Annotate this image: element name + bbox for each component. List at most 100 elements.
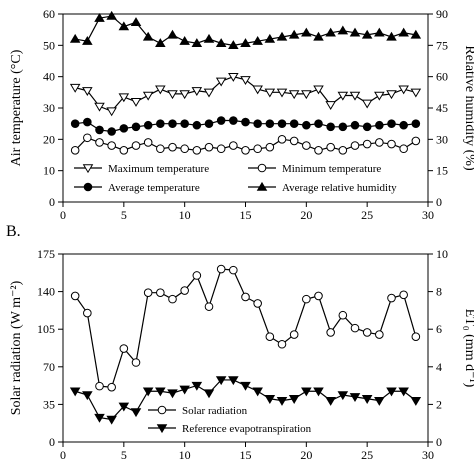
data-point-average-temperature [143, 120, 153, 130]
data-point-average-relative-humidity [94, 12, 105, 22]
data-point-maximum-temperature [252, 85, 263, 95]
data-point-solar-radiation [192, 271, 202, 280]
data-point-maximum-temperature [179, 90, 190, 100]
panel-b-ytick-label: 0 [49, 435, 55, 449]
panel-a-y2tick-label: 45 [436, 101, 448, 115]
data-point-solar-radiation [338, 310, 348, 320]
data-point-minimum-temperature [192, 146, 202, 155]
data-point-solar-radiation [277, 339, 287, 349]
panel-a-xtick-label: 30 [422, 208, 434, 222]
data-point-average-relative-humidity [361, 29, 373, 39]
data-point-reference-evapotranspiration [191, 381, 203, 391]
legend-label-average-relative-humidity: Average relative humidity [282, 182, 397, 194]
data-point-minimum-temperature [70, 146, 80, 155]
data-point-average-relative-humidity [69, 33, 81, 43]
panel-a-y2tick-label: 30 [436, 132, 448, 146]
legend-label-average-temperature: Average temperature [108, 182, 200, 194]
panel-a-xtick-label: 15 [240, 208, 252, 222]
data-point-solar-radiation [399, 290, 408, 300]
data-point-reference-evapotranspiration [82, 391, 93, 401]
panel-b-ytick-label: 175 [37, 247, 55, 261]
data-point-average-relative-humidity [142, 31, 154, 41]
data-point-minimum-temperature [362, 139, 372, 149]
data-point-average-relative-humidity [410, 29, 422, 39]
legend-marker-average-relative-humidity [256, 181, 268, 191]
panel-a-y2tick-label: 15 [436, 164, 448, 178]
data-point-minimum-temperature [338, 146, 348, 155]
data-point-minimum-temperature [180, 144, 189, 154]
legend-label-minimum-temperature: Minimum temperature [282, 163, 381, 175]
data-point-average-temperature [216, 116, 226, 125]
panel-a-legend: Maximum temperature Minimum temperature … [74, 163, 397, 194]
data-point-maximum-temperature [325, 101, 336, 111]
data-point-average-relative-humidity [313, 31, 324, 41]
data-point-reference-evapotranspiration [94, 413, 105, 423]
panel-a-y2tick-label: 75 [436, 38, 448, 52]
data-point-minimum-temperature [156, 144, 165, 154]
data-point-maximum-temperature [118, 93, 130, 103]
data-point-solar-radiation [289, 330, 299, 339]
data-point-average-relative-humidity [106, 10, 117, 20]
data-point-solar-radiation [204, 302, 214, 311]
data-point-average-temperature [168, 119, 177, 128]
panel-a-y2tick-label: 90 [436, 7, 448, 21]
data-point-reference-evapotranspiration [313, 387, 324, 397]
data-point-reference-evapotranspiration [276, 396, 288, 406]
panel-a-xtick-label: 25 [361, 208, 373, 222]
data-point-average-relative-humidity [398, 27, 409, 37]
legend-label-solar-radiation: Solar radiation [182, 405, 248, 417]
data-point-maximum-temperature [361, 99, 373, 109]
data-point-solar-radiation [119, 344, 129, 353]
data-point-reference-evapotranspiration [69, 387, 81, 397]
data-point-minimum-temperature [289, 136, 299, 146]
data-point-minimum-temperature [168, 142, 177, 152]
panel-b-xtick-label: 10 [179, 448, 191, 462]
panel-b-ytick-label: 70 [43, 360, 55, 374]
data-point-solar-radiation [95, 381, 104, 391]
legend-label-maximum-temperature: Maximum temperature [108, 163, 209, 175]
data-point-minimum-temperature [131, 141, 141, 150]
panel-b-y2tick-label: 0 [436, 435, 442, 449]
data-point-minimum-temperature [229, 141, 238, 150]
data-point-average-temperature [192, 120, 202, 130]
panel-a-ytick-label: 50 [43, 38, 55, 52]
data-point-average-relative-humidity [349, 27, 361, 37]
data-point-average-temperature [156, 119, 165, 128]
legend-label-reference-evapotranspiration: Reference evapotranspiration [182, 423, 312, 435]
legend-item-reference-evapotranspiration: Reference evapotranspiration [148, 423, 312, 435]
data-point-maximum-temperature [191, 87, 203, 96]
data-point-minimum-temperature [241, 146, 250, 155]
panel-a-ylabel: Air temperature (°C) [9, 49, 24, 166]
data-point-average-relative-humidity [179, 35, 190, 45]
data-point-average-temperature [387, 119, 396, 128]
data-point-average-relative-humidity [82, 35, 93, 45]
data-point-solar-radiation [241, 292, 250, 302]
data-point-minimum-temperature [326, 142, 335, 152]
panel-a-xtick-label: 10 [179, 208, 191, 222]
panel-a-y2tick-label: 0 [436, 195, 442, 209]
data-point-average-temperature [131, 122, 141, 132]
panel-b-xtick-label: 15 [240, 448, 252, 462]
data-point-minimum-temperature [253, 144, 262, 154]
data-point-maximum-temperature [203, 88, 215, 98]
legend-item-solar-radiation: Solar radiation [148, 405, 248, 417]
panel-a-ytick-label: 30 [43, 101, 55, 115]
panel-b-legend: Solar radiation Reference evapotranspira… [148, 405, 312, 435]
data-point-solar-radiation [314, 291, 323, 301]
data-point-minimum-temperature [302, 141, 311, 150]
data-point-reference-evapotranspiration [203, 389, 215, 399]
data-point-solar-radiation [143, 288, 153, 297]
data-point-solar-radiation [107, 382, 116, 392]
data-point-minimum-temperature [387, 139, 396, 149]
data-point-maximum-temperature [374, 91, 385, 101]
data-point-average-relative-humidity [264, 33, 276, 43]
data-point-solar-radiation [229, 265, 238, 275]
panel-a-ytick-label: 10 [43, 164, 55, 178]
data-point-minimum-temperature [314, 146, 323, 155]
data-point-solar-radiation [411, 332, 421, 342]
data-point-reference-evapotranspiration [398, 387, 409, 397]
data-point-solar-radiation [350, 323, 360, 333]
data-point-maximum-temperature [130, 98, 142, 107]
panel-a-xtick-label: 20 [300, 208, 312, 222]
